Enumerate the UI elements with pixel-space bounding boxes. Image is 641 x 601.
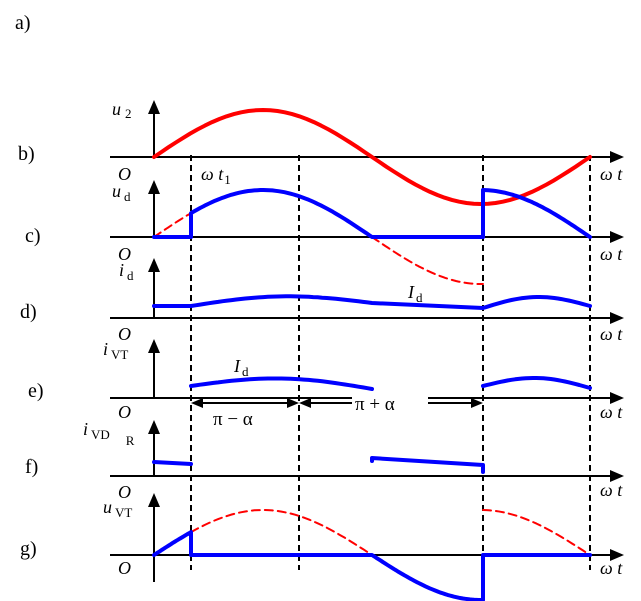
- x-axes: [110, 156, 612, 556]
- interval-pi-minus-alpha-left-head: [191, 398, 203, 408]
- origin-g: O: [118, 558, 131, 578]
- ivdr-current-waveform: [152, 456, 485, 474]
- omega-t-b: ω t: [600, 164, 623, 184]
- omega-t-d: ω t: [600, 324, 623, 344]
- waveforms: [152, 108, 592, 601]
- annotation-pi-minus-alpha: π − α: [213, 409, 253, 430]
- panel-label-g: g): [20, 538, 37, 560]
- uvt-voltage-waveform: [152, 530, 592, 601]
- label-bg-pi-minus-alpha: [210, 408, 274, 430]
- panel-label-b: b): [18, 143, 35, 165]
- origin-f: O: [118, 482, 131, 502]
- y-arrow-d: [148, 258, 160, 272]
- x-arrow-b: [610, 151, 624, 163]
- interval-pi-plus-alpha-left-head: [299, 398, 311, 408]
- annotation-pi-plus-alpha: π + α: [355, 394, 395, 415]
- x-arrow-f: [610, 470, 624, 482]
- interval-pi-minus-alpha-right-head: [287, 398, 299, 408]
- omega-t1-label: ω t1: [201, 164, 231, 187]
- x-arrow-d: [610, 312, 624, 324]
- omega-t-labels: ω t ω t ω t ω t ω t ω t: [600, 164, 623, 578]
- interval-pi-plus-alpha-right-head: [471, 398, 483, 408]
- origin-e: O: [118, 402, 131, 422]
- x-axis-arrowheads: [610, 151, 624, 561]
- origin-labels: O O O O O O: [118, 164, 131, 578]
- omega-t-f: ω t: [600, 480, 623, 500]
- panel-label-a: a): [15, 12, 31, 34]
- origin-d: O: [118, 324, 131, 344]
- guide-lines: [190, 155, 591, 570]
- ylabel-ivdr: i VD R: [83, 419, 135, 448]
- y-arrow-f: [148, 420, 160, 434]
- y-arrow-b: [148, 100, 160, 114]
- y-arrow-c: [148, 180, 160, 194]
- panel-label-c: c): [25, 225, 41, 247]
- panel-label-e: e): [28, 380, 44, 402]
- ud-dashed-reference: [153, 212, 484, 285]
- y-arrow-g: [148, 493, 160, 507]
- x-arrow-c: [610, 231, 624, 243]
- y-arrow-e: [148, 339, 160, 353]
- uvt-dashed-reference: [190, 509, 591, 556]
- ud-output-waveform: [152, 188, 592, 239]
- origin-c: O: [118, 244, 131, 264]
- ylabel-ivt: i VT: [103, 339, 128, 362]
- omega-t-e: ω t: [600, 402, 623, 422]
- x-arrow-g: [610, 549, 624, 561]
- panel-label-f: f): [25, 456, 38, 478]
- interval-arrows: [191, 398, 483, 408]
- label-bg-pi-plus-alpha: [352, 394, 428, 414]
- omega-t-g: ω t: [600, 558, 623, 578]
- omega-t-c: ω t: [600, 244, 623, 264]
- x-arrow-e: [610, 392, 624, 404]
- panel-label-d: d): [20, 301, 37, 323]
- origin-b: O: [118, 164, 131, 184]
- ivt-current-waveform: [189, 376, 592, 391]
- id-current-waveform: [152, 294, 592, 310]
- ylabel-uvt: u VT: [103, 497, 132, 520]
- y-axis-arrowheads: [148, 100, 160, 507]
